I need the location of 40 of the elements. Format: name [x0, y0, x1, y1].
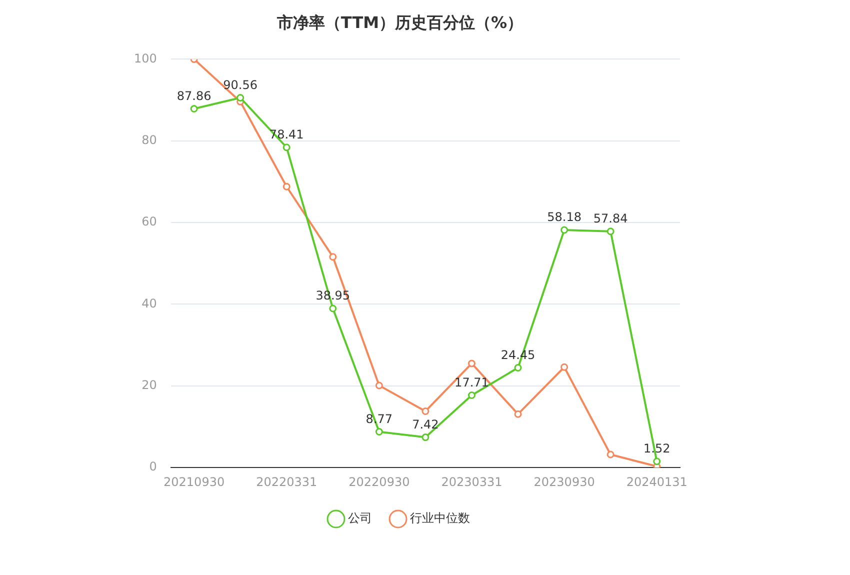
point — [329, 253, 337, 261]
data-label: 90.56 — [223, 78, 258, 92]
y-tick-label: 20 — [142, 378, 157, 392]
y-tick-label: 80 — [142, 133, 157, 148]
legend-label: 公司 — [348, 511, 372, 526]
point — [236, 94, 244, 102]
point — [282, 182, 290, 190]
point — [606, 228, 614, 236]
x-tick-label: 20230331 — [441, 474, 502, 489]
point — [375, 428, 383, 436]
point — [468, 360, 476, 368]
point — [190, 105, 198, 113]
point — [560, 226, 568, 234]
point — [375, 382, 383, 390]
point — [468, 392, 476, 400]
point — [560, 363, 568, 371]
data-label: 57.84 — [593, 212, 628, 226]
point — [422, 434, 430, 442]
point — [653, 458, 661, 466]
x-tick-label: 20210930 — [164, 474, 225, 489]
chart-title: 市净率（TTM）历史百分位（%） — [276, 12, 524, 32]
y-tick-label: 0 — [149, 460, 157, 474]
data-label: 87.86 — [176, 88, 212, 103]
x-tick-label: 20220331 — [256, 474, 318, 489]
x-tick-label: 20230930 — [534, 474, 595, 489]
point — [606, 450, 614, 458]
y-tick-label: 40 — [142, 296, 157, 310]
point — [514, 364, 522, 372]
point — [422, 407, 430, 415]
data-label: 17.71 — [454, 375, 489, 390]
point — [282, 144, 290, 152]
data-label: 7.42 — [412, 417, 439, 432]
y-tick-label: 100 — [134, 51, 157, 66]
legend-label: 行业中位数 — [410, 511, 470, 526]
x-tick-label: 20240131 — [626, 474, 688, 489]
x-tick-label: 20220930 — [348, 474, 410, 489]
y-tick-label: 60 — [142, 214, 157, 229]
point — [329, 304, 337, 312]
data-label: 58.18 — [547, 210, 582, 224]
point — [514, 410, 522, 418]
